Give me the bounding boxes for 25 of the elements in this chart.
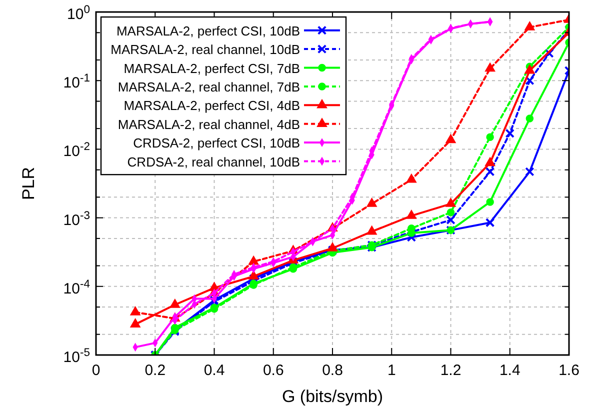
x-tick-label: 0.6: [262, 362, 284, 379]
x-tick-label: 0.2: [144, 362, 166, 379]
legend-label: MARSALA-2, real channel, 7dB: [118, 79, 300, 94]
legend-label: MARSALA-2, real channel, 4dB: [118, 116, 300, 132]
legend-label: MARSALA-2, real channel, 10dB: [110, 42, 300, 58]
legend-label: MARSALA-2, perfect CSI, 10dB: [116, 23, 300, 38]
x-tick-label: 0.8: [322, 362, 343, 379]
x-tick-label: 0: [92, 362, 100, 379]
y-tick-label: 10$^{-1}$: [63, 72, 90, 92]
y-axis-title: PLR: [19, 166, 38, 200]
legend-label: MARSALA-2, perfect CSI, 4dB: [124, 98, 300, 114]
legend-label: CRDSA-2, perfect CSI, 10dB: [133, 136, 300, 151]
y-tick-label: 10$^{0}$: [67, 4, 90, 23]
x-tick-label: 1.4: [499, 362, 520, 379]
x-tick-label: 0.4: [204, 362, 225, 379]
x-axis-title: G (bits/symb): [282, 387, 384, 406]
y-tick-label: 10$^{-5}$: [63, 347, 90, 366]
x-tick-label: 1.2: [440, 362, 462, 379]
legend-label: MARSALA-2, perfect CSI, 7dB: [124, 60, 300, 76]
x-tick-label: 1: [387, 362, 396, 379]
x-tick-label: 1.6: [558, 362, 580, 379]
y-tick-label: 10$^{-4}$: [63, 278, 90, 298]
legend-label: CRDSA-2, real channel, 10dB: [127, 154, 300, 170]
y-tick-label: 10$^{-2}$: [63, 141, 90, 160]
y-tick-label: 10$^{-3}$: [63, 210, 90, 229]
